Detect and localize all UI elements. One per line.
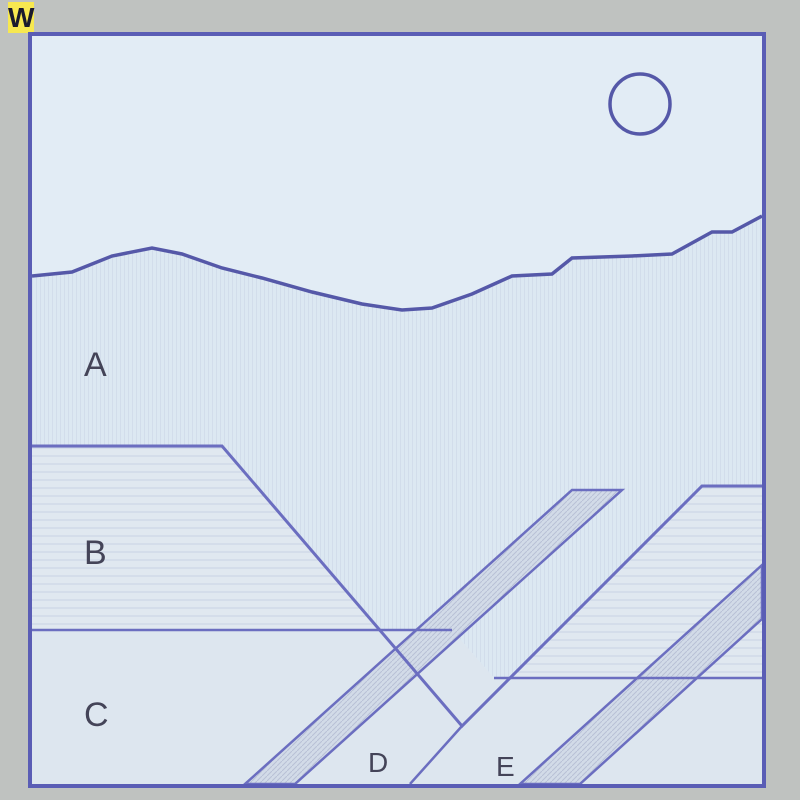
header-highlight: W xyxy=(8,2,34,33)
label-b: B xyxy=(84,534,107,572)
label-e: E xyxy=(496,751,515,782)
label-c: C xyxy=(84,696,109,734)
label-a: A xyxy=(84,346,107,384)
diagram-svg: A B C D E xyxy=(32,36,762,784)
label-d: D xyxy=(368,747,388,778)
cross-section-diagram: A B C D E xyxy=(28,32,766,788)
header-fragment: W xyxy=(0,0,42,36)
